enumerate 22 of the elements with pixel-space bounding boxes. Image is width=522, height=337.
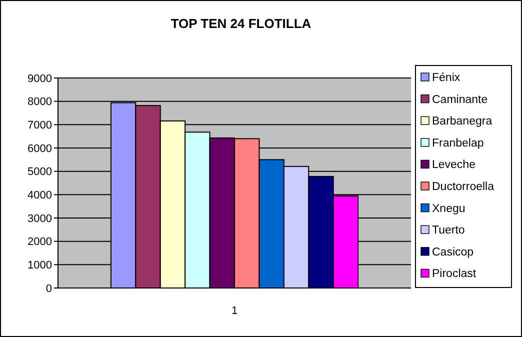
- legend-label: Ductorroella: [432, 181, 495, 194]
- y-tick-label: 5000: [28, 166, 52, 178]
- y-tick-label: 3000: [28, 212, 52, 225]
- y-tick-label: 6000: [28, 142, 52, 155]
- y-tick-label: 0: [46, 282, 52, 295]
- y-tick-label: 7000: [28, 120, 52, 132]
- legend-label: Franbelap: [432, 137, 484, 150]
- y-tick-label: 1000: [28, 260, 52, 272]
- chart-title: TOP TEN 24 FLOTILLA: [170, 16, 312, 31]
- x-tick-label: 1: [231, 305, 238, 317]
- legend-label: Casicop: [432, 246, 474, 258]
- y-tick-label: 8000: [28, 96, 52, 108]
- legend-label: Fénix: [432, 72, 460, 84]
- y-tick-label: 9000: [28, 72, 52, 85]
- legend-label: Leveche: [432, 159, 476, 172]
- legend-label: Piroclast: [432, 268, 477, 280]
- y-tick-label: 2000: [28, 236, 52, 248]
- legend-label: Caminante: [432, 94, 488, 106]
- legend-label: Xnegu: [432, 202, 466, 215]
- legend-label: Tuerto: [432, 224, 465, 237]
- y-tick-label: 4000: [28, 190, 52, 202]
- legend-label: Barbanegra: [432, 116, 493, 128]
